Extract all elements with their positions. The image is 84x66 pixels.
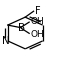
Text: F: F <box>35 6 40 16</box>
Text: N: N <box>2 36 9 46</box>
Text: B: B <box>18 23 25 33</box>
Text: OH: OH <box>30 30 44 39</box>
Text: OH: OH <box>30 17 44 26</box>
